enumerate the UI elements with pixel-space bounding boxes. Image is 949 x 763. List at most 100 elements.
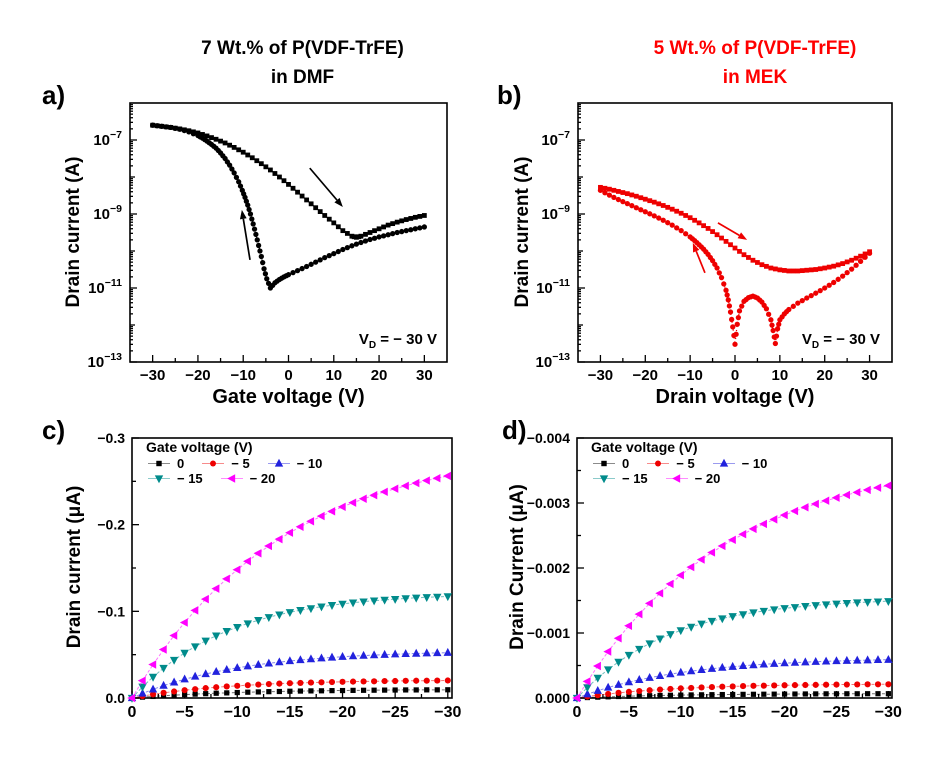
panel-letter-b: b) — [497, 80, 522, 110]
legend-marker-square-icon — [593, 460, 615, 467]
svg-text:−0.2: −0.2 — [97, 517, 125, 533]
bias-value: = − 30 V — [376, 331, 437, 348]
plot-area: 0 −5 −10 −15 −20 −25 −30 −0.004 −0.003 −0.002 −0.0… — [527, 430, 902, 721]
panel-a-bias-annotation: VD = − 30 V — [267, 331, 437, 351]
series-forward-sweep — [150, 122, 427, 240]
svg-text:10−7: 10−7 — [93, 129, 122, 149]
legend-row: 0 − 5 − 10 — [591, 456, 783, 471]
legend-item: 0 — [591, 456, 629, 471]
plot-area: 0 −5 −10 −15 −20 −25 −30 −0.3 −0.2 −0.1 0.0 — [97, 430, 461, 721]
svg-text:−20: −20 — [633, 367, 658, 384]
panel-b-title-line2: in MEK — [722, 67, 788, 88]
legend-label: − 15 — [177, 471, 203, 486]
svg-text:10−11: 10−11 — [536, 277, 570, 297]
panel-a-title-line2: in DMF — [270, 67, 335, 88]
svg-text:−0.002: −0.002 — [527, 560, 570, 576]
bias-symbol: V — [801, 331, 812, 348]
legend-label: − 5 — [676, 456, 695, 471]
legend-label: 0 — [177, 456, 185, 471]
panel-d-plot: 0 −5 −10 −15 −20 −25 −30 −0.004 −0.003 −0.002 −0.0… — [527, 430, 902, 721]
svg-text:−15: −15 — [719, 704, 746, 721]
svg-text:−15: −15 — [276, 704, 303, 721]
series-forward-sweep — [598, 184, 872, 274]
svg-text:10: 10 — [772, 367, 789, 384]
svg-text:10−9: 10−9 — [93, 203, 122, 223]
bias-value: = − 30 V — [819, 331, 880, 348]
svg-text:10: 10 — [325, 367, 342, 384]
series-Vg--20 — [572, 481, 892, 703]
panel-c-legend: Gate voltage (V) 0 − 5 − 10 − 15 − 20 — [146, 439, 338, 486]
panel-b-plot: −30 −20 −10 0 10 20 30 10−7 10−9 10−11 10−13 — [536, 102, 893, 384]
legend-entries: 0 − 5 − 10 − 15 − 20 — [146, 456, 338, 486]
panel-c-plot: 0 −5 −10 −15 −20 −25 −30 −0.3 −0.2 −0.1 0.0 — [97, 430, 461, 721]
svg-text:−20: −20 — [771, 704, 798, 721]
bias-symbol: V — [358, 331, 369, 348]
svg-text:−5: −5 — [620, 704, 638, 721]
legend-label: − 15 — [622, 471, 648, 486]
svg-text:10−7: 10−7 — [541, 129, 570, 149]
svg-text:0.0: 0.0 — [106, 690, 126, 706]
series-Vg--15 — [127, 593, 452, 703]
panel-a-xlabel: Gate voltage (V) — [212, 386, 365, 408]
svg-text:−30: −30 — [140, 367, 165, 384]
legend-marker-circle-icon — [202, 460, 225, 467]
svg-text:30: 30 — [416, 367, 433, 384]
legend-title: Gate voltage (V) — [591, 439, 698, 455]
legend-label: 0 — [622, 456, 630, 471]
svg-text:10−13: 10−13 — [536, 351, 571, 371]
bias-subscript: D — [368, 340, 377, 351]
panel-a-plot: −30 −20 −10 0 10 20 30 10−7 10−9 10−11 10−13 — [88, 102, 448, 384]
bias-subscript: D — [811, 340, 820, 351]
legend-item: − 20 — [664, 471, 721, 486]
svg-text:0: 0 — [731, 367, 739, 384]
series-Vg--10 — [127, 647, 452, 702]
panel-d-legend: Gate voltage (V) 0 − 5 − 10 − 15 − 20 — [591, 439, 783, 486]
legend-marker-triangle-left-icon — [220, 474, 243, 483]
legend-item: − 5 — [200, 456, 250, 471]
series-reverse-sweep — [597, 187, 873, 347]
legend-marker-triangle-down-icon — [593, 475, 615, 484]
legend-item: − 5 — [645, 456, 695, 471]
svg-text:10−11: 10−11 — [88, 277, 122, 297]
legend-label: − 10 — [296, 456, 323, 471]
panel-letter-c: c) — [42, 415, 66, 445]
panel-a-title: 7 Wt.% of P(VDF-TrFE) in DMF — [140, 34, 465, 92]
legend-row: − 15 − 20 — [146, 471, 338, 486]
legend-item: − 15 — [591, 471, 648, 486]
plot-area: −30 −20 −10 0 10 20 30 10−7 10−9 10−11 10−13 — [536, 102, 893, 384]
svg-text:−20: −20 — [329, 704, 356, 721]
legend-row: − 15 − 20 — [591, 471, 783, 486]
svg-text:−0.004: −0.004 — [527, 430, 570, 446]
panel-b-title-line1: 5 Wt.% of P(VDF-TrFE) — [653, 38, 857, 59]
panel-b-title: 5 Wt.% of P(VDF-TrFE) in MEK — [590, 34, 920, 92]
svg-text:−30: −30 — [434, 704, 461, 721]
svg-text:−10: −10 — [230, 367, 255, 384]
svg-text:10−9: 10−9 — [541, 203, 570, 223]
svg-text:−30: −30 — [875, 704, 902, 721]
panel-letter-d: d) — [502, 415, 527, 445]
svg-text:−10: −10 — [224, 704, 251, 721]
svg-text:−0.3: −0.3 — [97, 430, 125, 446]
legend-marker-triangle-up-icon — [712, 458, 735, 467]
legend-marker-square-icon — [148, 460, 170, 467]
legend-item: 0 — [146, 456, 184, 471]
svg-text:−20: −20 — [185, 367, 210, 384]
panel-letter-a: a) — [42, 80, 66, 110]
svg-text:−0.1: −0.1 — [97, 603, 125, 619]
legend-item: − 10 — [711, 456, 767, 471]
legend-label: − 20 — [694, 471, 721, 486]
legend-row: 0 − 5 − 10 — [146, 456, 338, 471]
plot-area: −30 −20 −10 0 10 20 30 10−7 10−9 10−11 10−13 — [88, 102, 448, 384]
svg-text:−10: −10 — [677, 367, 702, 384]
svg-text:30: 30 — [861, 367, 878, 384]
legend-label: − 5 — [231, 456, 250, 471]
svg-text:0: 0 — [128, 704, 137, 721]
series-reverse-sweep — [150, 122, 427, 291]
svg-text:−10: −10 — [667, 704, 694, 721]
svg-text:0: 0 — [573, 704, 582, 721]
legend-marker-triangle-up-icon — [267, 458, 290, 467]
svg-text:−5: −5 — [176, 704, 194, 721]
svg-text:−0.001: −0.001 — [527, 625, 570, 641]
svg-text:−0.003: −0.003 — [527, 495, 570, 511]
